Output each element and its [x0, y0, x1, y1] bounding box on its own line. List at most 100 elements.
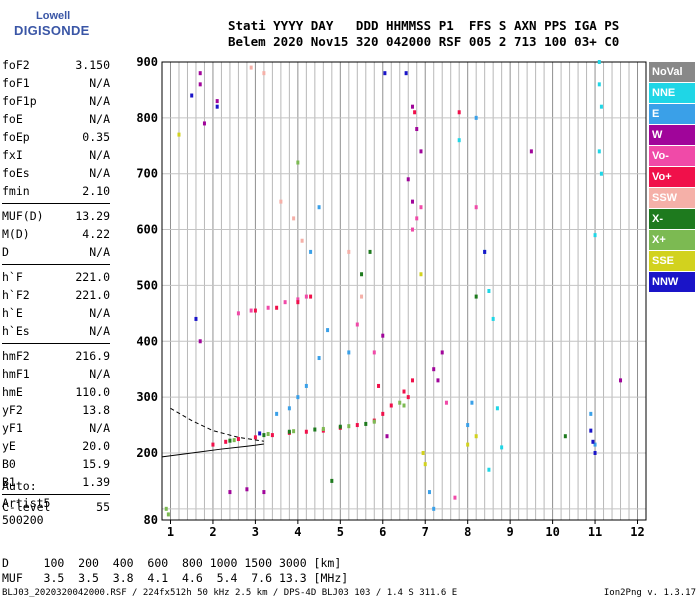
param-value: 4.22: [82, 227, 110, 241]
echo-point: [406, 177, 410, 182]
echo-point: [427, 490, 431, 495]
muf-distance-row: D 100 200 400 600 800 1000 1500 3000 [km…: [2, 556, 342, 570]
param-separator: [2, 343, 110, 344]
param-value: 110.0: [75, 385, 110, 399]
param-name: h`F: [2, 270, 23, 284]
echo-point: [262, 433, 266, 438]
param-name: foE: [2, 112, 23, 126]
station-header: Stati YYYY DAY DDD HHMMSS P1 FFS S AXN P…: [228, 18, 619, 50]
param-row: fxI N/A: [2, 146, 110, 164]
echo-point: [317, 356, 321, 361]
param-value: 221.0: [75, 270, 110, 284]
echo-point: [398, 400, 402, 405]
param-row: foEs N/A: [2, 164, 110, 182]
param-name: foEs: [2, 166, 30, 180]
param-name: fxI: [2, 148, 23, 162]
legend-item: Vo+: [649, 167, 695, 187]
echo-point: [262, 490, 266, 495]
legend: NoVal NNE E W Vo- Vo+ SSW X- X+ SSE NNW: [649, 62, 695, 293]
echo-point: [292, 429, 296, 434]
echo-point: [177, 132, 181, 137]
x-tick-label: 7: [422, 525, 429, 539]
param-row: foF2 3.150: [2, 56, 110, 74]
param-row: fmin 2.10: [2, 182, 110, 200]
echo-point: [436, 378, 440, 383]
echo-point: [444, 400, 448, 405]
echo-point: [619, 378, 623, 383]
echo-point: [474, 115, 478, 120]
echo-point: [381, 411, 385, 416]
echo-point: [410, 199, 414, 204]
param-row: yF1 N/A: [2, 419, 110, 437]
param-name: h`E: [2, 306, 23, 320]
legend-item: W: [649, 125, 695, 145]
trace-line-solid: [161, 443, 264, 458]
x-tick-label: 4: [294, 525, 301, 539]
echo-point: [304, 383, 308, 388]
echo-point: [589, 411, 593, 416]
trace-line-dashed: [170, 407, 264, 442]
echo-point: [495, 406, 499, 411]
echo-point: [215, 99, 219, 104]
x-tick-label: 12: [630, 525, 644, 539]
y-tick-label: 400: [136, 334, 158, 348]
echo-point: [275, 411, 279, 416]
echo-point: [470, 400, 474, 405]
param-row: D N/A: [2, 243, 110, 261]
param-value: N/A: [89, 148, 110, 162]
echo-point: [419, 205, 423, 210]
param-row: h`F 221.0: [2, 268, 110, 286]
echo-point: [279, 199, 283, 204]
auto-label: Auto:: [2, 479, 37, 493]
echo-point: [313, 427, 317, 432]
echo-point: [457, 110, 461, 115]
param-name: D: [2, 245, 9, 259]
echo-point: [296, 160, 300, 165]
echo-point: [287, 429, 291, 434]
echo-point: [589, 428, 593, 433]
echo-point: [419, 272, 423, 277]
param-name: h`Es: [2, 324, 30, 338]
param-row: hmE 110.0: [2, 383, 110, 401]
param-name: yF1: [2, 421, 23, 435]
y-tick-label: 900: [136, 55, 158, 69]
param-name: B0: [2, 457, 16, 471]
param-row: hmF2 216.9: [2, 347, 110, 365]
echo-point: [347, 249, 351, 254]
param-name: hmE: [2, 385, 23, 399]
param-name: foF1: [2, 76, 30, 90]
x-tick-label: 6: [379, 525, 386, 539]
echo-point: [410, 378, 414, 383]
echo-point: [415, 216, 419, 221]
y-tick-label: 800: [136, 111, 158, 125]
param-row: B1 1.39: [2, 473, 110, 491]
echo-point: [296, 395, 300, 400]
logo-line1: Lowell: [36, 10, 71, 22]
echo-point: [275, 305, 279, 310]
echo-point: [402, 403, 406, 408]
echo-point: [262, 71, 266, 76]
echo-point: [597, 82, 601, 87]
echo-point: [389, 403, 393, 408]
echo-point: [597, 60, 601, 64]
auto-code: 500200: [2, 513, 44, 527]
echo-point: [249, 65, 253, 70]
param-value: 55: [96, 500, 110, 514]
echo-point: [421, 450, 425, 455]
x-tick-label: 2: [209, 525, 216, 539]
parameter-panel: foF2 3.150 foF1 N/A foF1p N/A foE N/A foEp 0.35 fx…: [2, 56, 110, 516]
param-row: foE N/A: [2, 110, 110, 128]
echo-point: [529, 149, 533, 154]
param-name: yF2: [2, 403, 23, 417]
legend-item: SSW: [649, 188, 695, 208]
y-tick-label: 80: [144, 513, 158, 527]
echo-point: [415, 127, 419, 132]
echo-point: [419, 149, 423, 154]
echo-point: [410, 104, 414, 109]
echo-point: [236, 437, 240, 442]
echo-point: [406, 395, 410, 400]
echo-point: [190, 93, 194, 98]
x-tick-label: 10: [545, 525, 559, 539]
param-value: N/A: [89, 245, 110, 259]
